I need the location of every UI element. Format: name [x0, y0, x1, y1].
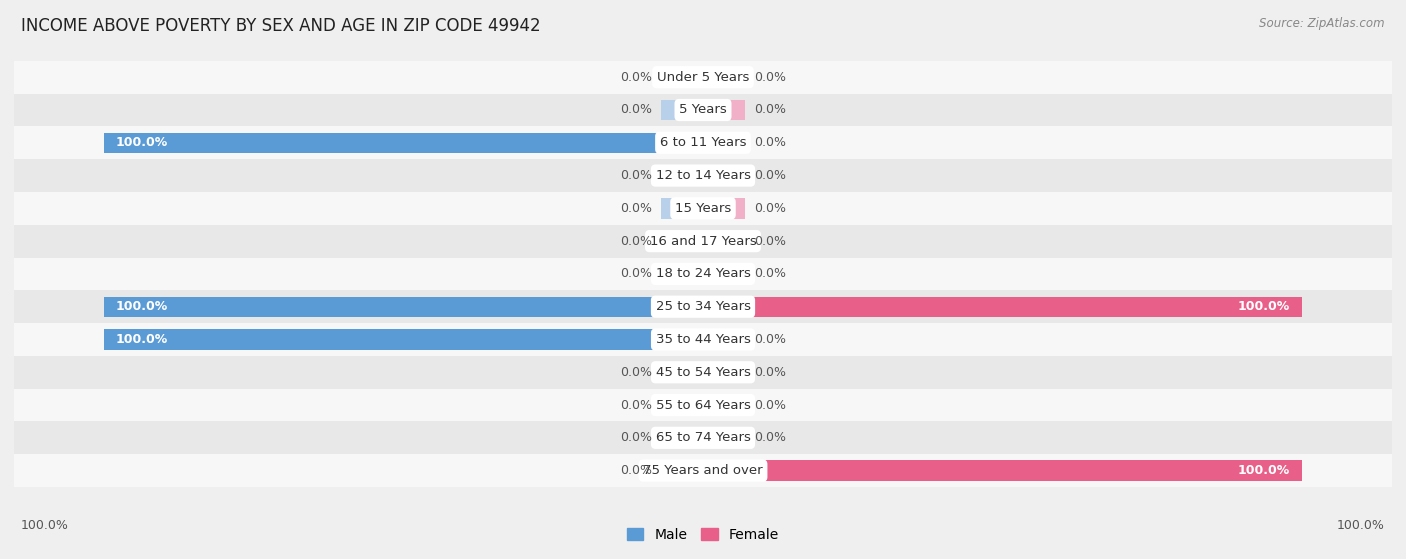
- Bar: [661, 362, 703, 382]
- Text: Under 5 Years: Under 5 Years: [657, 70, 749, 84]
- Text: 0.0%: 0.0%: [620, 432, 652, 444]
- Bar: [703, 231, 745, 252]
- Bar: [703, 165, 745, 186]
- Bar: [661, 428, 703, 448]
- Text: 0.0%: 0.0%: [620, 235, 652, 248]
- Text: 0.0%: 0.0%: [754, 169, 786, 182]
- Bar: [14, 421, 1392, 454]
- Text: 0.0%: 0.0%: [754, 136, 786, 149]
- Bar: [661, 395, 703, 415]
- Text: 100.0%: 100.0%: [115, 136, 169, 149]
- Bar: [14, 192, 1392, 225]
- Text: 0.0%: 0.0%: [754, 366, 786, 379]
- Text: INCOME ABOVE POVERTY BY SEX AND AGE IN ZIP CODE 49942: INCOME ABOVE POVERTY BY SEX AND AGE IN Z…: [21, 17, 541, 35]
- Bar: [703, 100, 745, 120]
- Text: 0.0%: 0.0%: [754, 235, 786, 248]
- Text: 0.0%: 0.0%: [620, 366, 652, 379]
- Text: 6 to 11 Years: 6 to 11 Years: [659, 136, 747, 149]
- Bar: [703, 198, 745, 219]
- Text: 0.0%: 0.0%: [620, 464, 652, 477]
- Text: 0.0%: 0.0%: [620, 202, 652, 215]
- Bar: [104, 329, 703, 349]
- Text: 18 to 24 Years: 18 to 24 Years: [655, 267, 751, 281]
- Legend: Male, Female: Male, Female: [627, 528, 779, 542]
- Text: 35 to 44 Years: 35 to 44 Years: [655, 333, 751, 346]
- Bar: [661, 231, 703, 252]
- Bar: [14, 290, 1392, 323]
- Text: 100.0%: 100.0%: [1237, 464, 1291, 477]
- Text: 45 to 54 Years: 45 to 54 Years: [655, 366, 751, 379]
- Bar: [661, 264, 703, 284]
- Bar: [14, 389, 1392, 421]
- Text: 100.0%: 100.0%: [115, 300, 169, 313]
- Bar: [703, 296, 1302, 317]
- Text: 100.0%: 100.0%: [1337, 519, 1385, 532]
- Text: 0.0%: 0.0%: [754, 333, 786, 346]
- Bar: [661, 165, 703, 186]
- Bar: [661, 67, 703, 87]
- Text: 0.0%: 0.0%: [620, 70, 652, 84]
- Bar: [703, 132, 745, 153]
- Bar: [661, 100, 703, 120]
- Bar: [14, 93, 1392, 126]
- Text: 0.0%: 0.0%: [754, 399, 786, 411]
- Text: 25 to 34 Years: 25 to 34 Years: [655, 300, 751, 313]
- Text: 0.0%: 0.0%: [754, 267, 786, 281]
- Text: 100.0%: 100.0%: [115, 333, 169, 346]
- Text: 12 to 14 Years: 12 to 14 Years: [655, 169, 751, 182]
- Bar: [703, 395, 745, 415]
- Bar: [14, 356, 1392, 389]
- Text: 0.0%: 0.0%: [620, 103, 652, 116]
- Bar: [703, 67, 745, 87]
- Text: 5 Years: 5 Years: [679, 103, 727, 116]
- Text: 100.0%: 100.0%: [1237, 300, 1291, 313]
- Bar: [703, 428, 745, 448]
- Bar: [14, 126, 1392, 159]
- Bar: [104, 296, 703, 317]
- Bar: [661, 461, 703, 481]
- Bar: [14, 258, 1392, 290]
- Bar: [104, 132, 703, 153]
- Text: 0.0%: 0.0%: [620, 169, 652, 182]
- Text: 100.0%: 100.0%: [21, 519, 69, 532]
- Bar: [703, 362, 745, 382]
- Text: Source: ZipAtlas.com: Source: ZipAtlas.com: [1260, 17, 1385, 30]
- Text: 0.0%: 0.0%: [754, 103, 786, 116]
- Bar: [703, 461, 1302, 481]
- Bar: [14, 61, 1392, 93]
- Text: 65 to 74 Years: 65 to 74 Years: [655, 432, 751, 444]
- Bar: [14, 454, 1392, 487]
- Text: 0.0%: 0.0%: [754, 432, 786, 444]
- Text: 0.0%: 0.0%: [754, 202, 786, 215]
- Bar: [661, 198, 703, 219]
- Bar: [14, 323, 1392, 356]
- Text: 55 to 64 Years: 55 to 64 Years: [655, 399, 751, 411]
- Text: 0.0%: 0.0%: [620, 267, 652, 281]
- Text: 75 Years and over: 75 Years and over: [643, 464, 763, 477]
- Text: 0.0%: 0.0%: [620, 399, 652, 411]
- Text: 0.0%: 0.0%: [754, 70, 786, 84]
- Text: 15 Years: 15 Years: [675, 202, 731, 215]
- Bar: [703, 264, 745, 284]
- Bar: [703, 329, 745, 349]
- Bar: [14, 159, 1392, 192]
- Text: 16 and 17 Years: 16 and 17 Years: [650, 235, 756, 248]
- Bar: [14, 225, 1392, 258]
